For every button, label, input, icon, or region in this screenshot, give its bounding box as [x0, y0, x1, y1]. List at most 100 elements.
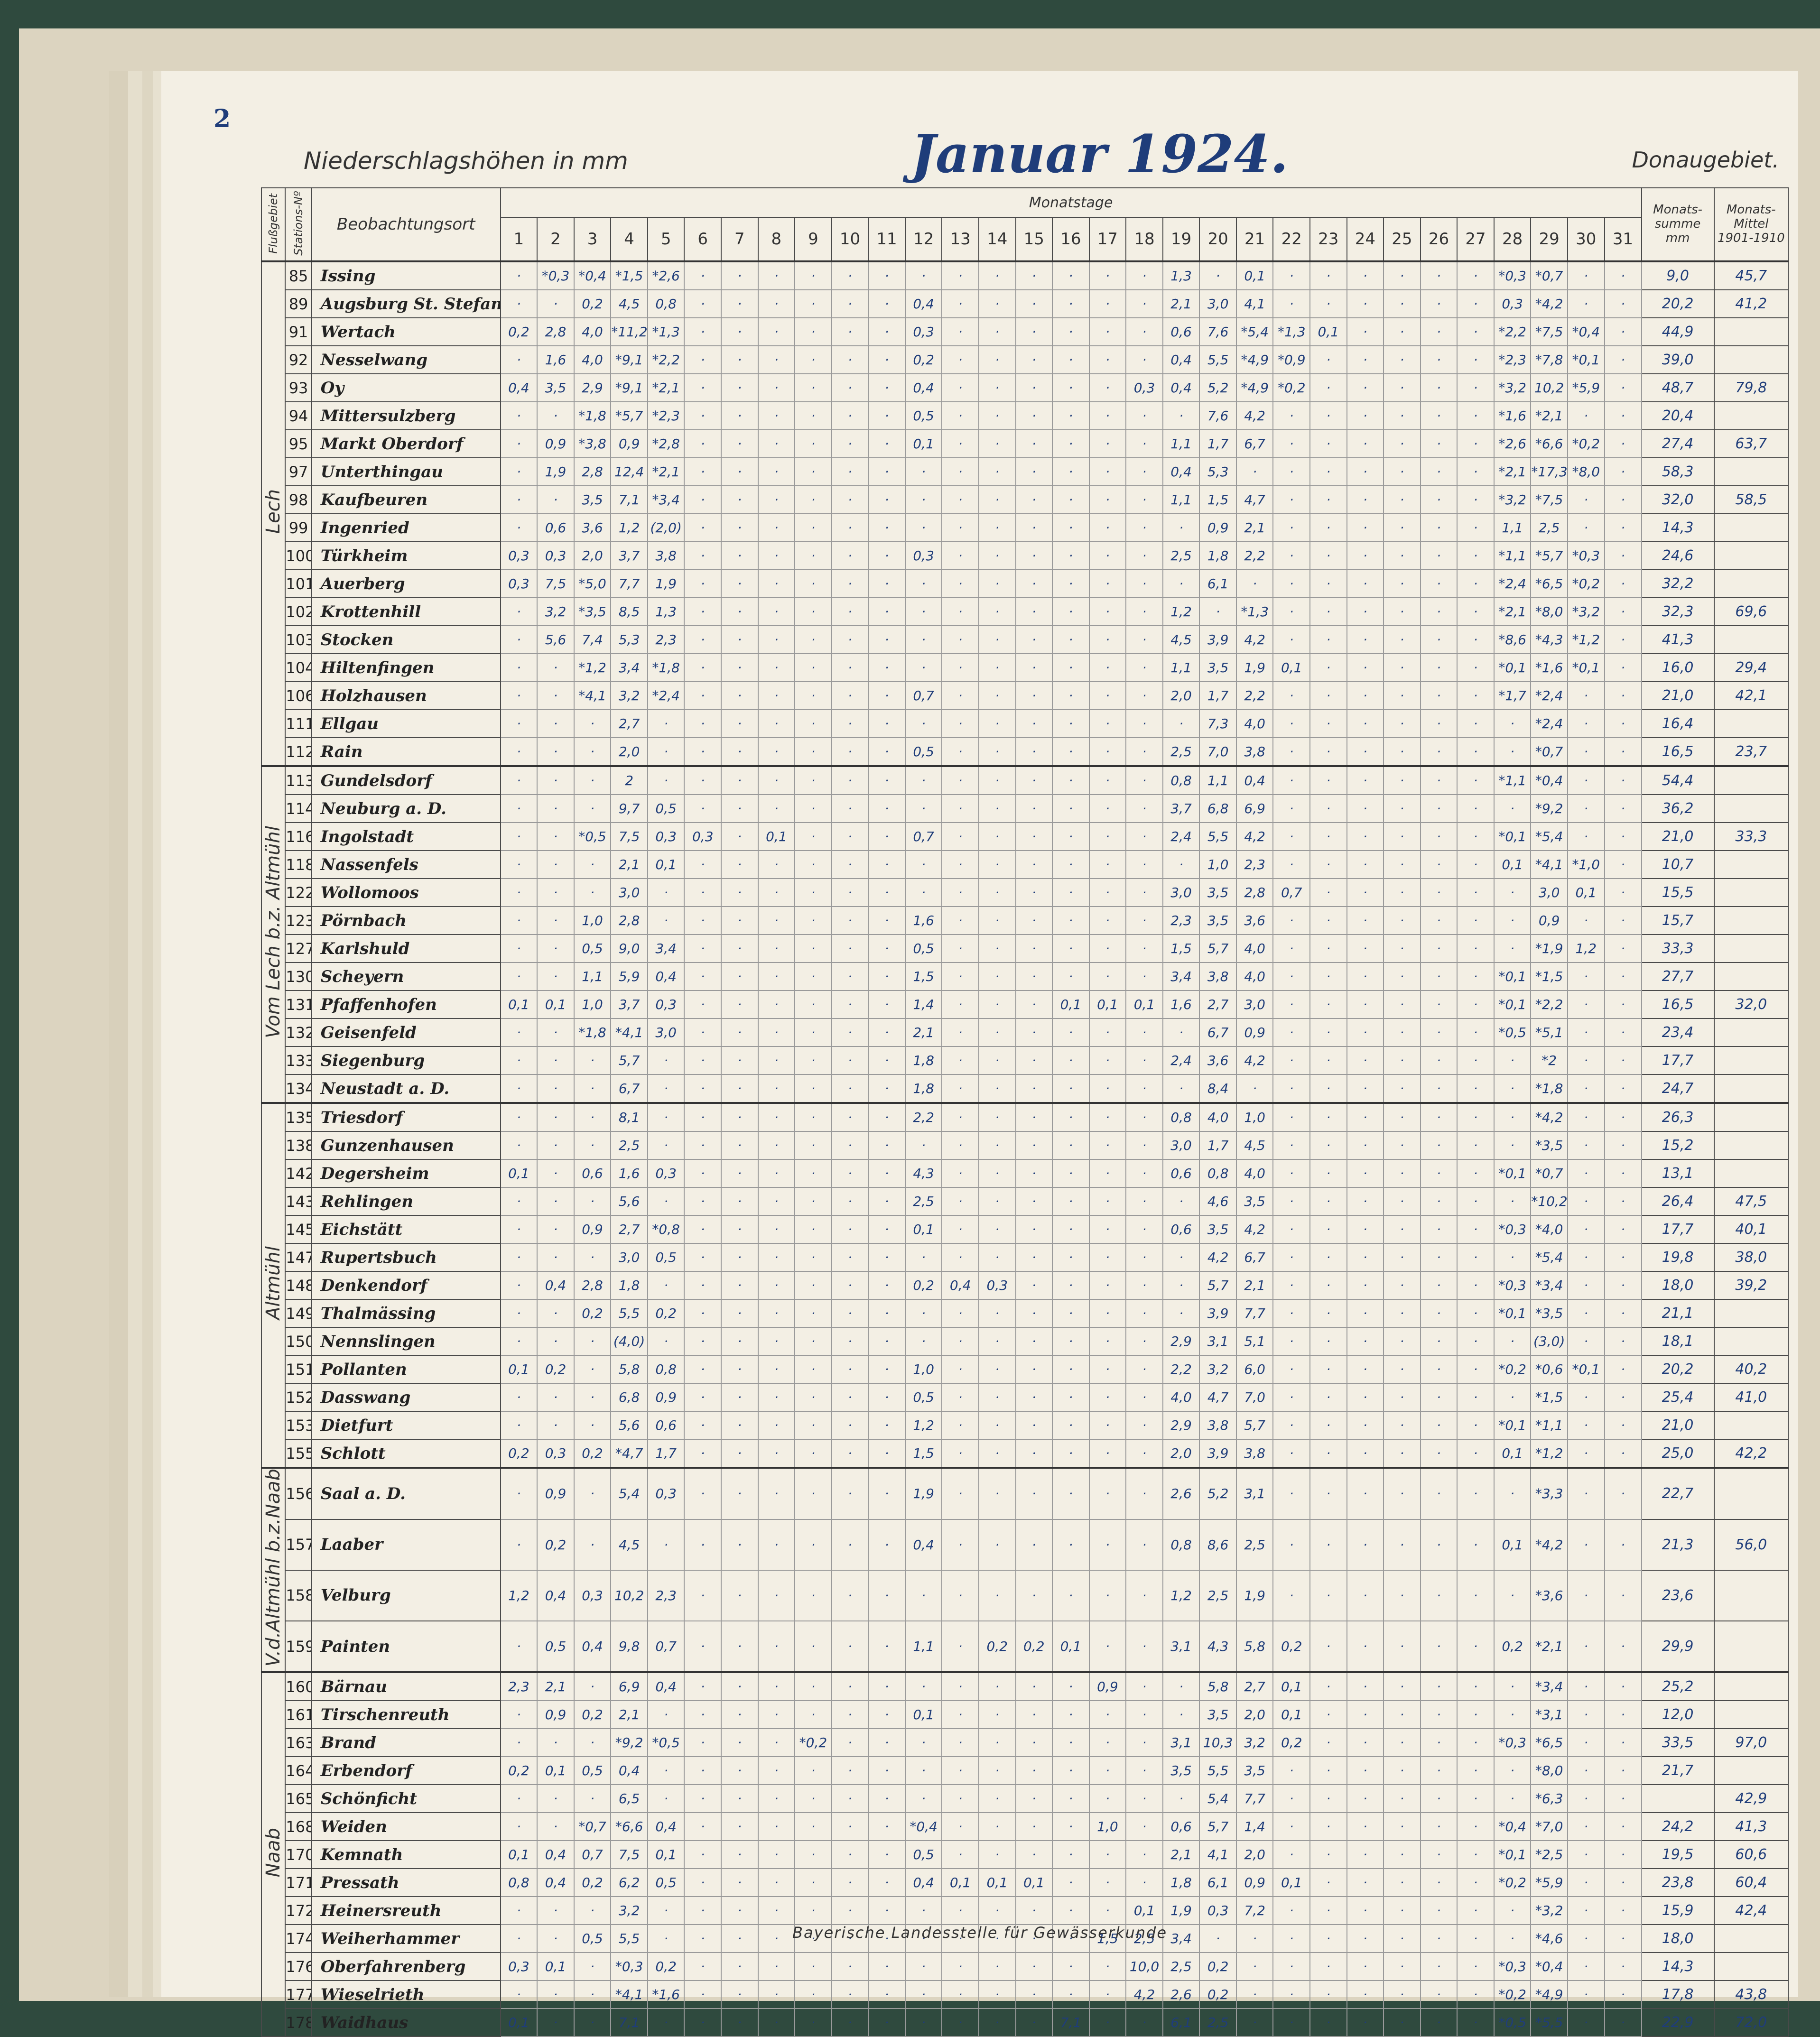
monthly-mean [1713, 457, 1789, 486]
day-value: · [1420, 1439, 1458, 1468]
day-value: · [1088, 1868, 1127, 1898]
day-value: · [1309, 457, 1347, 486]
day-header: 10 [831, 217, 869, 262]
day-value: · [868, 1383, 906, 1412]
day-value: *7,8 [1530, 345, 1568, 374]
station-name: Saal a. D. [311, 1467, 501, 1520]
station-row: Vom Lech b.z. Altmühl113Gundelsdorf···2·… [260, 765, 1789, 1103]
day-value: · [941, 990, 979, 1019]
day-value: · [1125, 1327, 1163, 1356]
station-name: Wollomoos [311, 878, 501, 907]
day-value: · [1346, 1700, 1384, 1730]
day-value: · [1604, 1518, 1642, 1571]
station-row: 172Heinersreuth···3,2·············0,11,9… [261, 1896, 1789, 1926]
day-value: · [1088, 345, 1127, 374]
day-value: · [1383, 1980, 1421, 2009]
monthly-mean [1713, 401, 1789, 430]
day-value: · [1604, 1187, 1642, 1216]
day-value: · [1383, 1812, 1421, 1842]
day-value: · [1052, 1046, 1090, 1075]
day-value: · [1346, 1896, 1384, 1926]
day-value: · [1383, 737, 1421, 767]
day-value: *0,6 [1530, 1355, 1568, 1384]
day-value: · [1383, 1569, 1421, 1621]
day-value: · [757, 794, 796, 823]
day-value: · [1272, 1518, 1311, 1571]
day-value: · [1420, 1840, 1458, 1870]
day-value: *5,7 [610, 401, 648, 430]
station-number: 118 [285, 850, 312, 879]
day-value: · [794, 1046, 832, 1075]
day-value: · [1125, 1518, 1163, 1571]
day-value: 0,2 [573, 1439, 612, 1468]
day-value: · [757, 625, 796, 654]
day-value: · [1604, 1980, 1642, 2009]
day-value: · [831, 1840, 869, 1870]
day-value: 0,3 [647, 822, 685, 851]
day-value: · [941, 1074, 979, 1103]
day-value: 0,1 [1272, 1671, 1311, 1702]
day-value: · [1309, 1383, 1347, 1412]
day-value: · [1604, 1159, 1642, 1188]
day-value: · [1567, 2008, 1605, 2037]
day-value: · [1604, 345, 1642, 374]
day-value: 2,2 [1162, 1355, 1200, 1384]
day-value: 0,4 [537, 1271, 575, 1300]
day-value: · [868, 653, 906, 682]
day-header: 18 [1125, 217, 1163, 262]
day-value: · [757, 485, 796, 514]
day-value: 2,4 [1162, 822, 1200, 851]
day-value: 0,4 [1162, 345, 1200, 374]
day-value: 6,1 [1162, 2008, 1200, 2037]
day-value: 0,7 [904, 822, 943, 851]
day-value: · [1015, 1812, 1053, 1842]
station-name: Waidhaus [311, 2008, 501, 2037]
day-value: 0,8 [500, 1868, 538, 1898]
day-value: *17,3 [1530, 457, 1568, 486]
day-value: 0,2 [1199, 1952, 1237, 1981]
day-value: · [1604, 513, 1642, 542]
day-value: · [757, 1896, 796, 1926]
station-row: 138Gunzenhausen···2,5··············3,01,… [261, 1131, 1789, 1160]
day-value: · [1383, 1518, 1421, 1571]
day-value: *0,3 [1493, 1728, 1532, 1758]
day-value: · [1346, 1784, 1384, 1814]
day-value: · [1420, 569, 1458, 598]
day-value: · [573, 1187, 612, 1216]
day-value: 0,2 [537, 1518, 575, 1571]
day-value: · [1052, 289, 1090, 318]
day-value: 3,7 [610, 990, 648, 1019]
day-value: 1,0 [904, 1355, 943, 1384]
day-value: · [1309, 794, 1347, 823]
day-value: · [1272, 1784, 1311, 1814]
station-number: 150 [285, 1327, 312, 1356]
day-value: · [647, 1046, 685, 1075]
day-value: · [941, 1728, 979, 1758]
day-value: · [1420, 1355, 1458, 1384]
day-value: 5,7 [1199, 1271, 1237, 1300]
day-value: · [1272, 709, 1311, 738]
day-value: · [1015, 794, 1053, 823]
day-value: · [978, 850, 1016, 879]
day-value: · [868, 1046, 906, 1075]
day-value: · [647, 1924, 685, 1954]
day-value: · [1346, 513, 1384, 542]
station-name: Ellgau [311, 709, 501, 738]
day-value: *2 [1530, 1046, 1568, 1075]
day-value: · [1567, 1046, 1605, 1075]
day-value: · [794, 1439, 832, 1468]
day-value: · [904, 1327, 943, 1356]
day-value: 0,4 [500, 373, 538, 402]
day-value: 0,3 [647, 1467, 685, 1520]
day-value: · [1015, 457, 1053, 486]
day-value: · [721, 1840, 759, 1870]
day-header: 29 [1530, 217, 1568, 262]
day-value: · [684, 850, 722, 879]
day-value: 4,0 [1162, 1383, 1200, 1412]
day-value: · [978, 597, 1016, 626]
day-value: · [868, 1671, 906, 1702]
day-value: · [1015, 1243, 1053, 1272]
day-value: · [941, 317, 979, 346]
day-value: · [831, 513, 869, 542]
day-value: · [647, 878, 685, 907]
